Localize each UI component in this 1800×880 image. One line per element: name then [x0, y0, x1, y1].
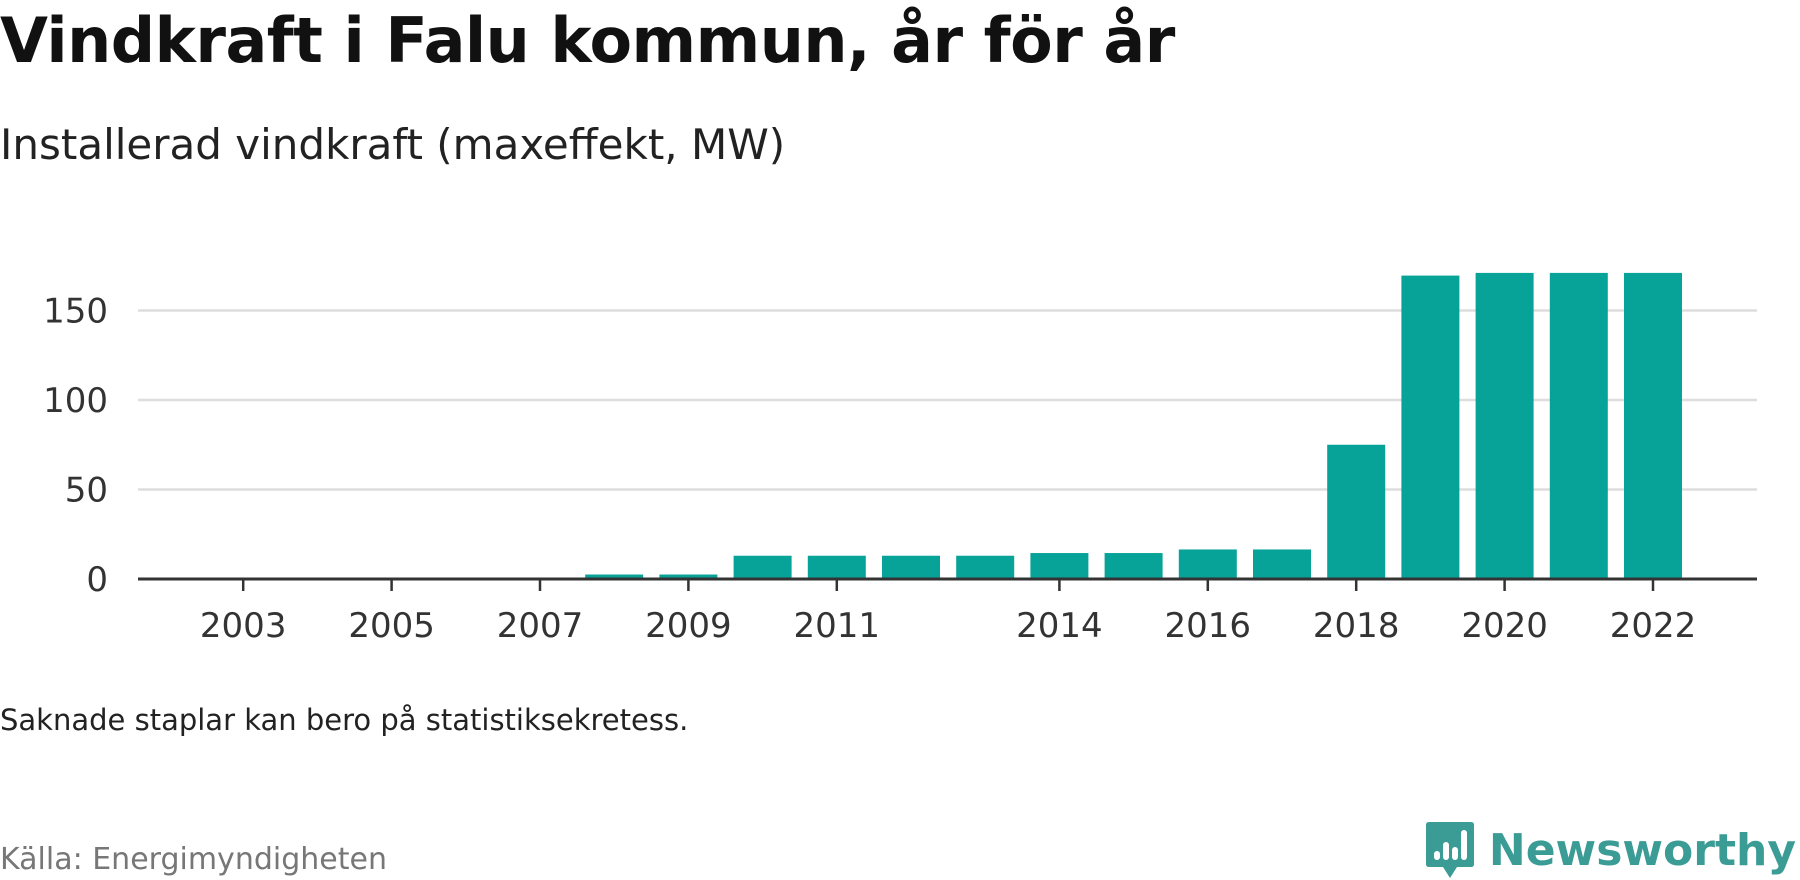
newsworthy-logo-icon [1425, 822, 1474, 878]
x-tick-label: 2018 [1313, 606, 1400, 640]
bar [807, 555, 866, 579]
bar [882, 555, 940, 579]
y-tick-label: 100 [43, 381, 108, 421]
x-tick-label: 2022 [1610, 606, 1697, 640]
y-tick-label: 0 [86, 560, 108, 600]
x-tick-label: 2016 [1165, 606, 1252, 640]
bar [1327, 444, 1386, 579]
bar [733, 555, 792, 579]
bar [1475, 272, 1534, 579]
source-text: Källa: Energimyndigheten [0, 842, 387, 877]
bar [1104, 553, 1163, 579]
bar [585, 574, 644, 579]
chart-subtitle: Installerad vindkraft (maxeffekt, MW) [0, 120, 786, 169]
y-tick-label: 50 [65, 471, 108, 511]
x-tick-label: 2020 [1461, 606, 1548, 640]
bar [1178, 549, 1237, 579]
brand-name: Newsworthy [1488, 824, 1796, 876]
y-tick-label: 150 [43, 292, 108, 332]
x-tick-label: 2014 [1016, 606, 1103, 640]
bar [956, 555, 1015, 579]
footnote: Saknade staplar kan bero på statistiksek… [0, 703, 689, 737]
bar [1549, 272, 1608, 579]
brand-logo: Newsworthy [1425, 820, 1796, 880]
bar [1253, 549, 1311, 579]
bar [1401, 275, 1460, 579]
x-tick-label: 2005 [348, 606, 435, 640]
x-tick-label: 2011 [794, 606, 881, 640]
bars [585, 272, 1682, 579]
bar [1624, 272, 1682, 579]
x-tick-label: 2003 [200, 606, 287, 640]
axes: 0 50 100 150 2003 2005 2007 2009 2011 2014 2016 201… [43, 292, 1757, 640]
x-tick-label: 2009 [645, 606, 732, 640]
bar [659, 574, 718, 579]
bar [1030, 553, 1089, 579]
chart-title: Vindkraft i Falu kommun, år för år [0, 4, 1175, 77]
x-tick-label: 2007 [497, 606, 584, 640]
bar-chart: 0 50 100 150 2003 2005 2007 2009 2011 2014 2016 201… [43, 272, 1757, 640]
